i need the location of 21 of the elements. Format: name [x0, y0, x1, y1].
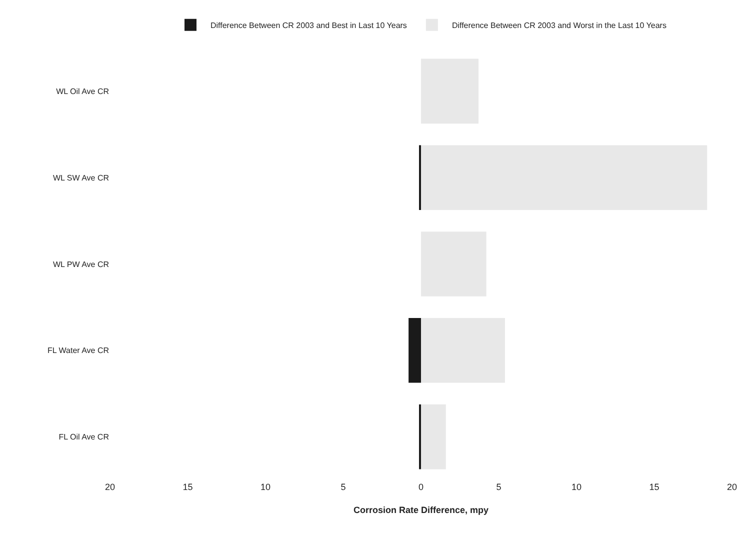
bar: [421, 318, 505, 383]
bar: [421, 145, 708, 210]
y-tick-label: WL Oil Ave CR: [56, 87, 110, 96]
x-tick-label: 10: [260, 482, 271, 492]
y-tick-label: FL Water Ave CR: [48, 346, 110, 356]
bar: [408, 318, 421, 383]
x-tick-label: 5: [340, 482, 346, 492]
x-tick-label: 20: [104, 482, 116, 492]
x-tick-label: 5: [496, 482, 502, 492]
x-axis-title: Corrosion Rate Difference, mpy: [353, 504, 489, 515]
legend-label: Difference Between CR 2003 and Best in Last 10 Years: [210, 20, 407, 30]
bar: [421, 404, 446, 470]
y-tick-label: FL Oil Ave CR: [58, 432, 110, 442]
y-tick-label: WL PW Ave CR: [52, 260, 110, 269]
x-tick-label: 15: [182, 482, 193, 492]
x-tick-label: 15: [649, 482, 660, 492]
x-tick-label: 20: [726, 482, 738, 492]
x-tick-label: 0: [418, 482, 424, 492]
x-tick-label: 10: [571, 482, 582, 492]
y-tick-label: WL SW Ave CR: [52, 173, 110, 182]
legend-label: Difference Between CR 2003 and Worst in the Last 10 Years: [452, 20, 666, 30]
